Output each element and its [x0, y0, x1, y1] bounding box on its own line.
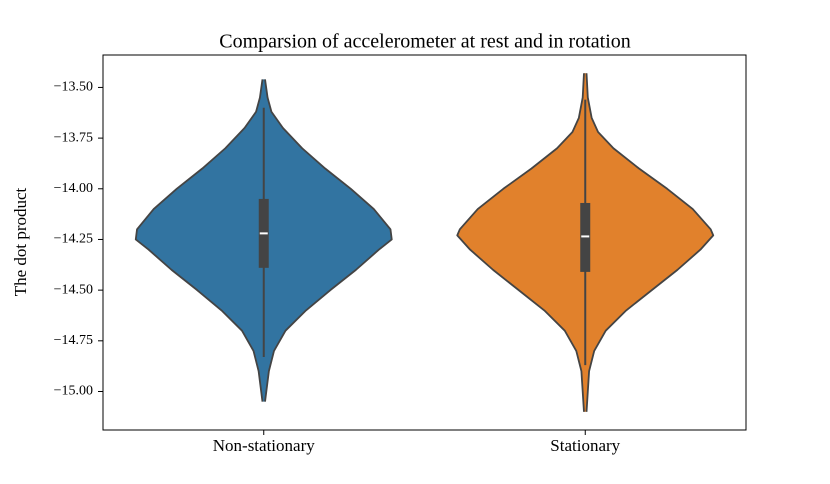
x-tick-label: Stationary — [550, 436, 620, 455]
y-tick-label: −13.50 — [54, 80, 93, 95]
y-tick-label: −14.50 — [54, 282, 93, 297]
chart-title: Comparsion of accelerometer at rest and … — [219, 31, 631, 53]
violin-right-edge — [264, 79, 393, 402]
y-tick-label: −14.25 — [54, 232, 93, 247]
violin-right-edge — [585, 73, 715, 412]
y-tick-label: −13.75 — [54, 130, 93, 145]
y-tick-label: −14.00 — [54, 181, 93, 196]
y-axis-label: The dot product — [11, 187, 30, 296]
y-tick-label: −14.75 — [54, 333, 93, 348]
y-tick-label: −15.00 — [54, 384, 93, 399]
x-tick-label: Non-stationary — [213, 436, 315, 455]
violin-left-edge — [134, 79, 264, 402]
plot-frame — [102, 54, 747, 431]
box — [580, 202, 591, 272]
violin-left-edge — [456, 73, 585, 412]
